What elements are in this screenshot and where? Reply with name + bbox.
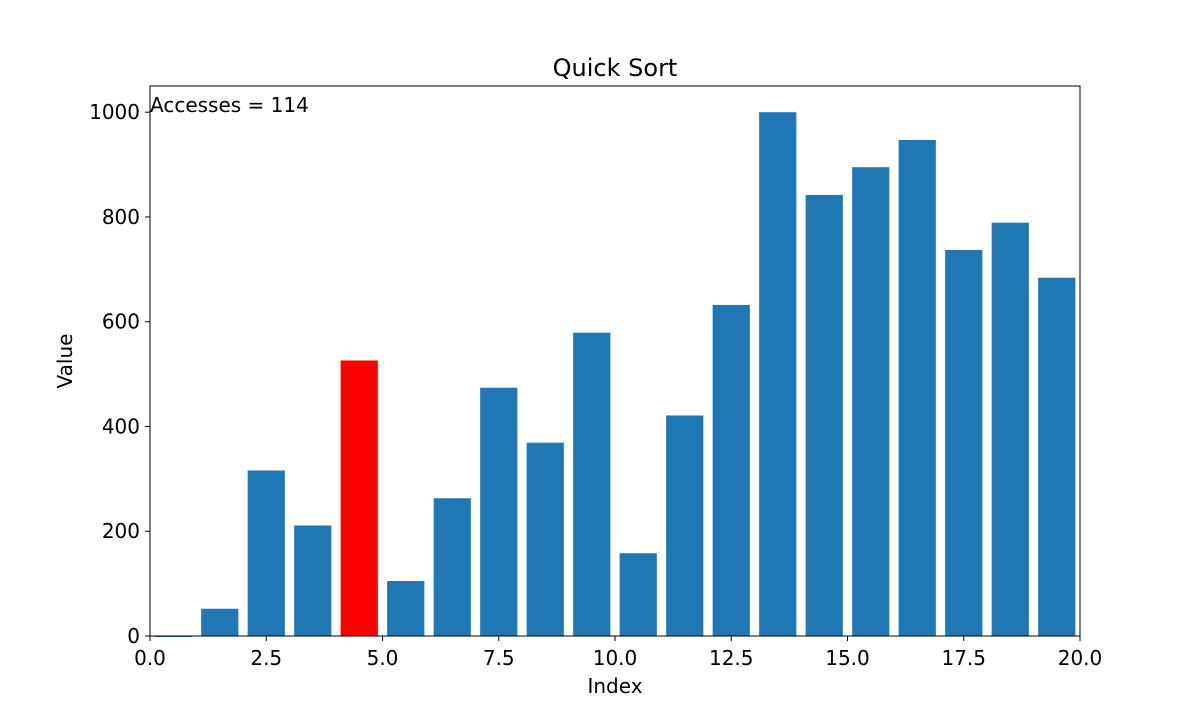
x-tick-label: 7.5 — [483, 646, 515, 670]
bar-8 — [526, 442, 564, 636]
bar-10 — [619, 553, 657, 636]
x-axis-label: Index — [587, 674, 642, 698]
y-tick-label: 600 — [102, 310, 140, 334]
x-tick-label: 10.0 — [593, 646, 638, 670]
accesses-annotation: Accesses = 114 — [150, 93, 309, 117]
y-tick-label: 1000 — [89, 100, 140, 124]
chart-title: Quick Sort — [553, 54, 678, 82]
x-tick-label: 12.5 — [709, 646, 754, 670]
x-tick-label: 20.0 — [1058, 646, 1103, 670]
y-axis-label: Value — [53, 334, 77, 389]
x-tick-label: 15.0 — [825, 646, 870, 670]
bar-7 — [480, 387, 518, 636]
bar-17 — [945, 249, 983, 636]
bar-14 — [805, 194, 843, 636]
y-axis-ticks: 0 200 400 600 800 1000 — [89, 100, 150, 648]
x-tick-label: 2.5 — [250, 646, 282, 670]
y-tick-label: 0 — [127, 624, 140, 648]
bar-9 — [573, 332, 611, 636]
y-tick-label: 200 — [102, 519, 140, 543]
bar-18 — [991, 222, 1029, 636]
x-tick-label: 0.0 — [134, 646, 166, 670]
x-tick-label: 17.5 — [941, 646, 986, 670]
bar-2 — [247, 470, 285, 636]
y-tick-label: 400 — [102, 414, 140, 438]
bar-13 — [759, 112, 797, 636]
y-tick-label: 800 — [102, 205, 140, 229]
bar-4 — [340, 360, 378, 636]
bar-15 — [852, 167, 890, 636]
bar-3 — [294, 525, 332, 636]
x-axis-ticks: 0.0 2.5 5.0 7.5 10.0 12.5 15.0 17.5 20.0 — [134, 636, 1102, 670]
bar-group — [154, 112, 1076, 637]
x-tick-label: 5.0 — [367, 646, 399, 670]
bar-12 — [712, 304, 750, 636]
bar-16 — [898, 139, 936, 636]
bar-5 — [387, 581, 425, 636]
bar-19 — [1038, 277, 1076, 636]
bar-6 — [433, 498, 471, 636]
bar-1 — [201, 608, 239, 636]
bar-11 — [666, 415, 704, 636]
